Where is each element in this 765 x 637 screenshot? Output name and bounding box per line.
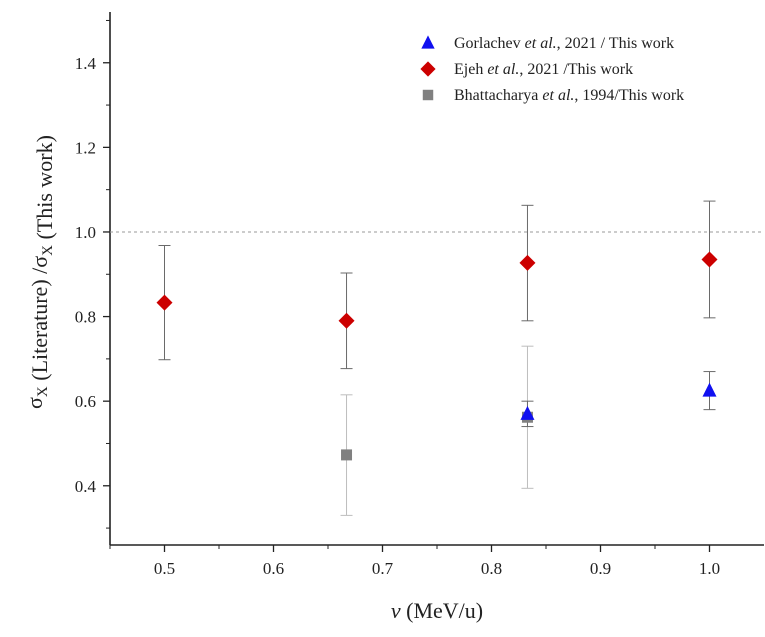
x-tick-label: 0.6 [263, 559, 284, 578]
x-tick-label: 0.9 [590, 559, 611, 578]
x-tick-label: 0.7 [372, 559, 394, 578]
data-point-diamond [519, 254, 536, 271]
y-tick-label: 0.6 [75, 392, 96, 411]
data-point-diamond [156, 294, 173, 311]
data-layer [156, 200, 718, 516]
x-tick-label: 0.5 [154, 559, 175, 578]
legend-label: Gorlachev et al., 2021 / This work [454, 35, 674, 52]
legend-marker-triangle [421, 35, 435, 49]
data-point-square [341, 449, 353, 461]
legend-label: Bhattacharya et al., 1994/This work [454, 87, 684, 104]
legend-marker-square [422, 89, 434, 101]
y-tick-label: 1.0 [75, 223, 96, 242]
legend-marker-diamond [420, 61, 436, 77]
data-point-triangle [702, 382, 717, 397]
legend-label: Ejeh et al., 2021 /This work [454, 61, 633, 78]
x-tick-label: 1.0 [699, 559, 720, 578]
y-axis-title: σX (Literature) /σX (This work) [22, 135, 57, 409]
y-tick-label: 1.2 [75, 138, 96, 157]
y-tick-label: 1.4 [75, 54, 97, 73]
data-point-triangle [520, 405, 535, 420]
x-tick-label: 0.8 [481, 559, 502, 578]
legend: Gorlachev et al., 2021 / This work Ejeh e… [420, 35, 684, 104]
x-axis-title: v (MeV/u) [391, 598, 483, 623]
y-tick-label: 0.4 [75, 477, 97, 496]
y-tick-label: 0.8 [75, 308, 96, 327]
data-point-diamond [338, 312, 355, 329]
tick-layer: 0.5 0.6 0.7 0.8 0.9 1.0 0.4 0.6 0.8 1.0 1.2 1.4 [75, 19, 720, 578]
data-point-diamond [701, 251, 718, 268]
